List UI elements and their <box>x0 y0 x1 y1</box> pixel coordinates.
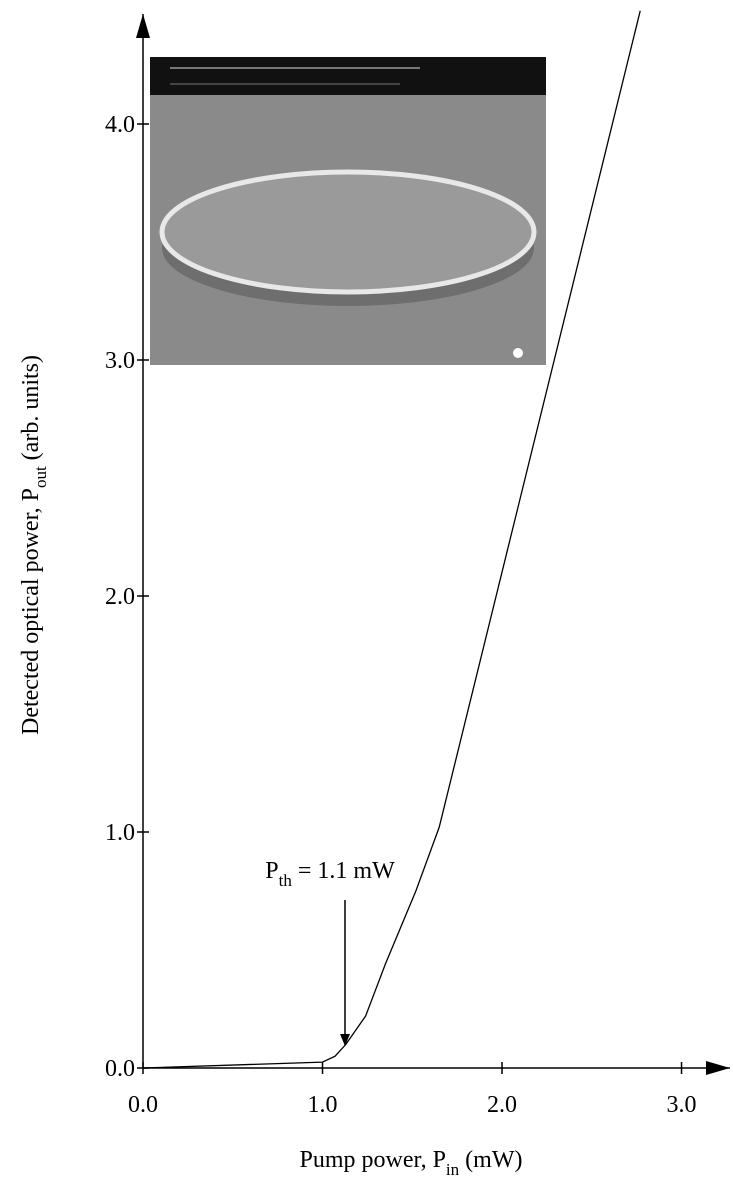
y-tick-label: 4.0 <box>105 112 135 138</box>
inset-image <box>150 57 546 365</box>
y-label-sub: out <box>31 466 50 488</box>
x-tick-label: 0.0 <box>128 1092 158 1118</box>
y-axis-label: Detected optical power, Pout (arb. units… <box>18 355 50 735</box>
y-tick-label: 2.0 <box>105 584 135 610</box>
data-line <box>142 10 641 1069</box>
x-label-text: (mW) <box>459 1147 522 1173</box>
x-tick-label: 2.0 <box>487 1092 517 1118</box>
x-tick-label: 1.0 <box>308 1092 338 1118</box>
x-label-text: Pump power, P <box>300 1147 446 1173</box>
annotation-text: = 1.1 mW <box>292 858 395 884</box>
annotation: Pth = 1.1 mW <box>265 858 395 890</box>
y-label-text: Detected optical power, P <box>18 488 44 735</box>
x-label-sub: in <box>446 1160 460 1179</box>
x-axis-label: Pump power, Pin (mW) <box>300 1147 523 1179</box>
annotation-sub: th <box>279 871 293 890</box>
x-tick-label: 3.0 <box>667 1092 697 1118</box>
y-tick-label: 0.0 <box>105 1056 135 1082</box>
y-label-text: (arb. units) <box>18 355 44 466</box>
y-tick-label: 1.0 <box>105 820 135 846</box>
y-tick-label: 3.0 <box>105 348 135 374</box>
annotation-text: P <box>265 858 278 884</box>
